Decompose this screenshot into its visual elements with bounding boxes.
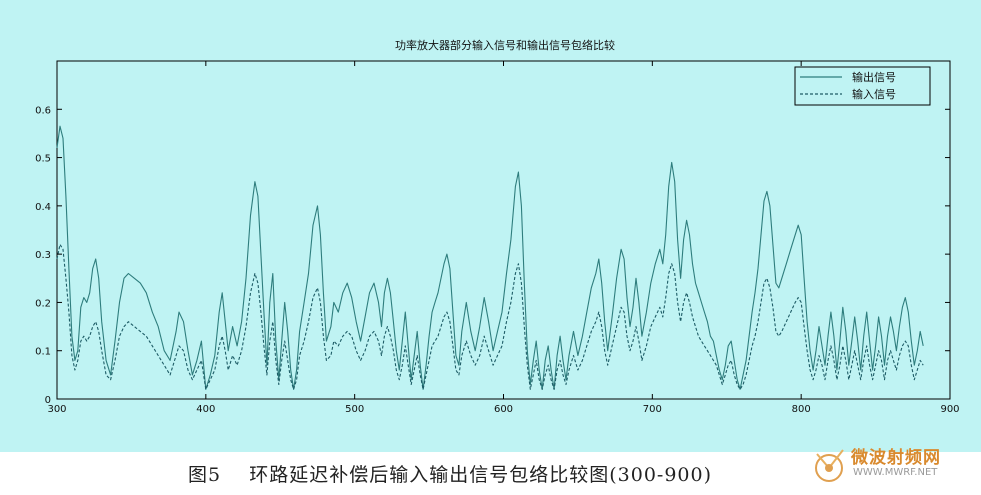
x-tick-label: 300 xyxy=(47,404,66,415)
y-tick-label: 0.3 xyxy=(35,250,51,261)
watermark-url: WWW.MWRF.NET xyxy=(853,467,938,478)
chart-title: 功率放大器部分输入信号和输出信号包络比较 xyxy=(395,38,615,52)
x-tick-label: 400 xyxy=(196,404,215,415)
figure-caption: 图5 环路延迟补偿后输入输出信号包络比较图(300-900) xyxy=(188,464,713,486)
legend-box xyxy=(794,66,931,106)
caption-bar: 图5 环路延迟补偿后输入输出信号包络比较图(300-900) xyxy=(0,452,981,495)
series-line-0 xyxy=(56,125,924,390)
plot-frame xyxy=(56,60,951,400)
legend: 输出信号 输入信号 xyxy=(794,66,931,106)
x-tick-label: 800 xyxy=(792,404,811,415)
series-line-1 xyxy=(56,243,924,390)
x-tick-label: 700 xyxy=(643,404,662,415)
y-tick-label: 0.5 xyxy=(35,154,51,165)
y-tick-label: 0.4 xyxy=(35,202,51,213)
watermark-logo-icon xyxy=(815,449,844,482)
legend-label-output: 输出信号 xyxy=(852,70,896,84)
axes-layer: 300 400 500 600 700 800 900 0 0.1 0.2 0.3 0.4 0.5 0.6 xyxy=(35,61,960,415)
y-tick-label: 0.6 xyxy=(35,105,51,116)
plot-area: 300 400 500 600 700 800 900 0 0.1 0.2 0.3 0.4 0.5 0.6 xyxy=(35,60,960,415)
x-tick-label: 900 xyxy=(940,404,959,415)
legend-label-input: 输入信号 xyxy=(852,87,896,101)
x-tick-label: 600 xyxy=(494,404,513,415)
x-tick-label: 500 xyxy=(345,404,364,415)
y-tick-label: 0.1 xyxy=(35,347,51,358)
watermark: 微波射频网 WWW.MWRF.NET xyxy=(809,442,959,490)
y-tick-label: 0.2 xyxy=(35,298,51,309)
watermark-title: 微波射频网 xyxy=(851,448,941,468)
y-tick-label: 0 xyxy=(45,395,51,406)
series-layer xyxy=(56,125,924,390)
